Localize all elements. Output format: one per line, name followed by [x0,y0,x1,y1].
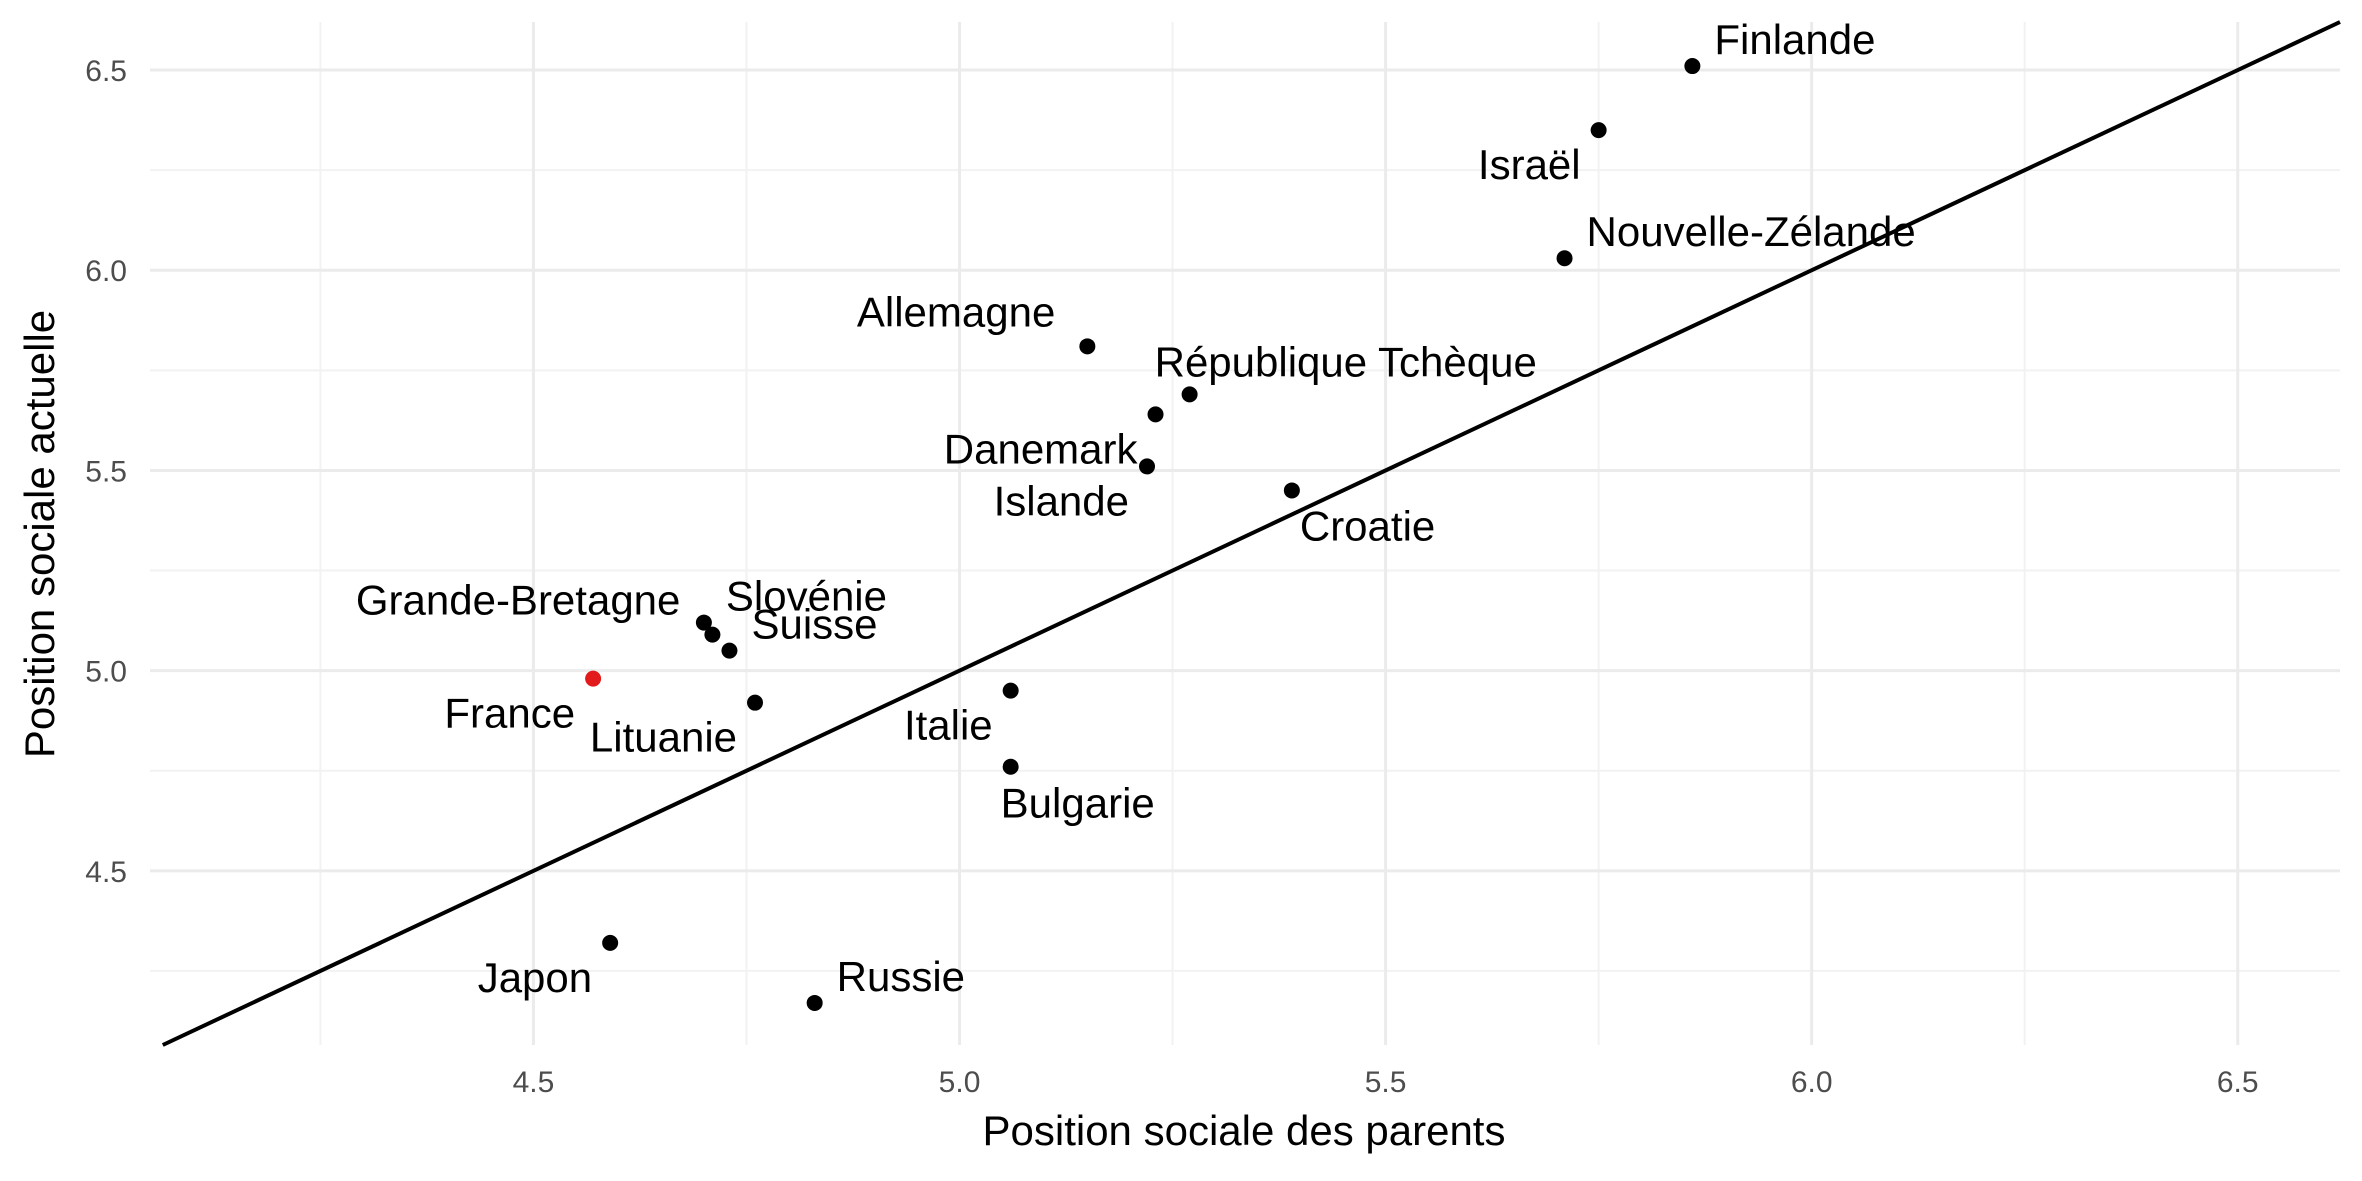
x-tick-label: 6.0 [1791,1066,1833,1099]
point-label: Danemark [944,425,1139,472]
y-tick-label: 5.0 [85,656,127,689]
data-point [1147,406,1164,423]
x-axis-title: Position sociale des parents [983,1107,1506,1154]
point-label: Russie [837,953,965,1000]
point-label: France [444,690,575,737]
point-label: Bulgarie [1001,780,1155,827]
x-axis-ticks: 4.5 5.0 5.5 6.0 6.5 [513,1066,2259,1099]
point-label: République Tchèque [1155,338,1537,385]
minor-gridlines [150,22,2340,1045]
point-label: Italie [904,702,993,749]
point-label: Grande-Bretagne [356,577,681,624]
point-label: Croatie [1300,502,1435,549]
y-tick-label: 6.0 [85,255,127,288]
x-tick-label: 5.0 [939,1066,981,1099]
data-point [1002,758,1019,775]
x-tick-label: 6.5 [2217,1066,2259,1099]
point-label: Slovénie [726,573,887,620]
major-gridlines [150,22,2340,1045]
data-point [1079,338,1096,355]
point-label: Nouvelle-Zélande [1587,208,1916,255]
reference-line-group [161,20,2341,1047]
point-label: Lituanie [590,714,737,761]
y-axis-ticks: 4.5 5.0 5.5 6.0 6.5 [85,55,127,889]
point-label: Israël [1478,141,1581,188]
reference-line [161,20,2341,1047]
x-tick-label: 4.5 [513,1066,555,1099]
data-point [1002,682,1019,699]
data-point [1590,122,1607,139]
data-point [1556,250,1573,267]
data-point [1684,58,1701,75]
point-label: Japon [478,954,592,1001]
data-point [602,934,619,951]
y-tick-label: 6.5 [85,55,127,88]
point-label: Allemagne [857,288,1055,335]
data-point [721,642,738,659]
data-point [747,694,764,711]
data-point [704,626,721,643]
point-label: Suisse [751,601,877,648]
y-tick-label: 4.5 [85,856,127,889]
data-point [585,670,602,687]
data-point [1139,458,1156,475]
x-tick-label: 5.5 [1365,1066,1407,1099]
y-tick-label: 5.5 [85,455,127,488]
data-points [585,58,1701,1011]
data-point [806,994,823,1011]
data-point [1283,482,1300,499]
data-point [1181,386,1198,403]
point-label: Islande [994,477,1129,524]
data-point [695,614,712,631]
y-axis-title: Position sociale actuelle [16,310,63,758]
point-label: Finlande [1714,16,1875,63]
